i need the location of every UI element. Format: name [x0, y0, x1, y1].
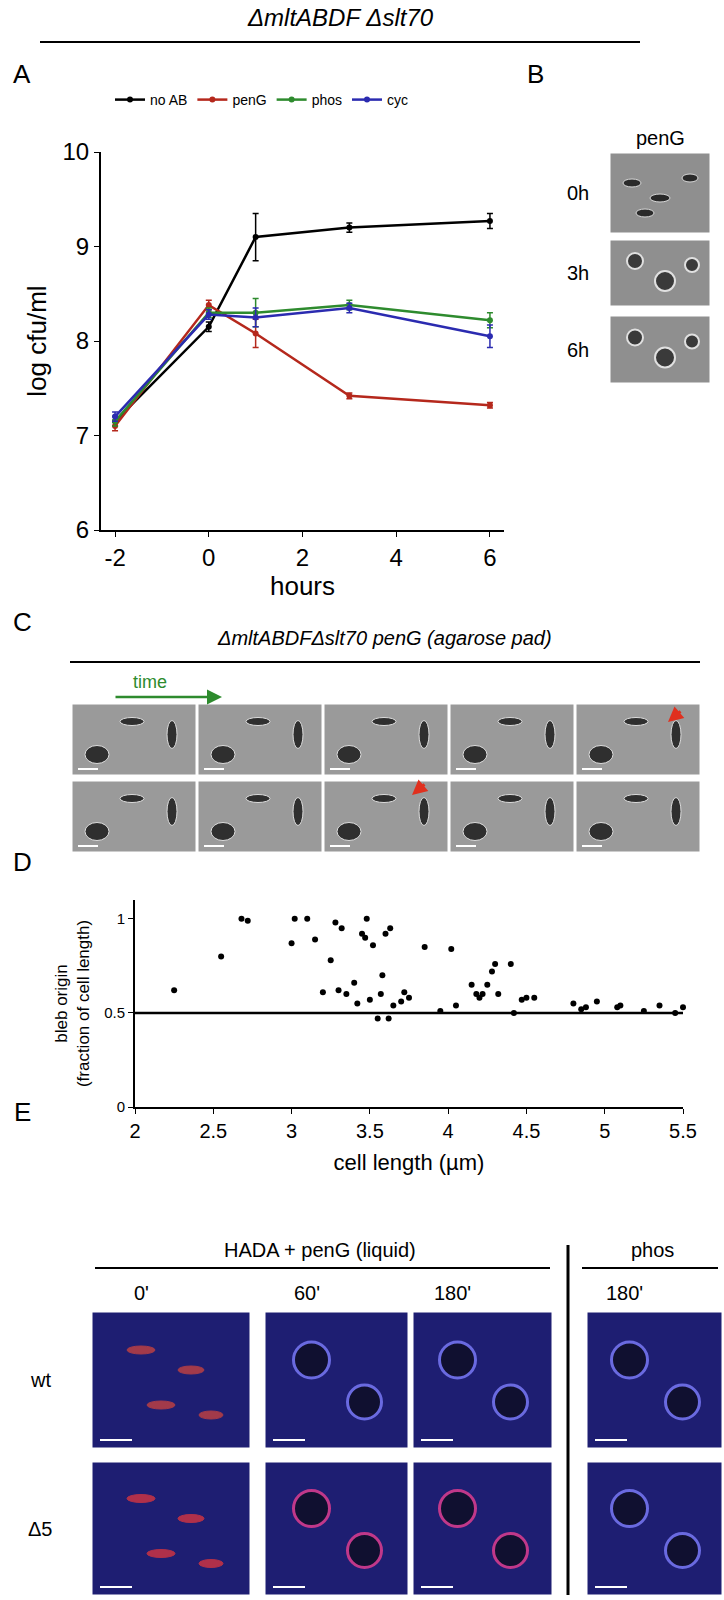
svg-text:phos: phos — [312, 92, 342, 108]
svg-text:D: D — [13, 847, 32, 877]
svg-text:E: E — [14, 1097, 31, 1127]
svg-text:B: B — [527, 59, 544, 89]
svg-text:6h: 6h — [567, 339, 589, 361]
svg-text:9: 9 — [76, 233, 89, 260]
svg-text:2: 2 — [129, 1120, 140, 1142]
svg-text:0.5: 0.5 — [104, 1004, 125, 1021]
svg-text:3: 3 — [286, 1120, 297, 1142]
svg-text:no AB: no AB — [150, 92, 187, 108]
svg-text:2: 2 — [296, 544, 309, 571]
svg-text:10: 10 — [62, 138, 89, 165]
svg-text:4.5: 4.5 — [513, 1120, 541, 1142]
svg-text:180': 180' — [606, 1282, 643, 1304]
svg-text:8: 8 — [76, 327, 89, 354]
svg-text:1: 1 — [117, 910, 125, 927]
svg-text:phos: phos — [631, 1239, 674, 1261]
svg-text:3h: 3h — [567, 262, 589, 284]
svg-text:6: 6 — [76, 516, 89, 543]
svg-text:0': 0' — [134, 1282, 149, 1304]
svg-text:Δ5: Δ5 — [28, 1518, 52, 1540]
svg-text:time: time — [133, 672, 167, 692]
svg-text:0h: 0h — [567, 182, 589, 204]
svg-text:0: 0 — [202, 544, 215, 571]
svg-text:5: 5 — [599, 1120, 610, 1142]
svg-text:0: 0 — [117, 1098, 125, 1115]
svg-text:2.5: 2.5 — [199, 1120, 227, 1142]
svg-text:180': 180' — [434, 1282, 471, 1304]
svg-text:6: 6 — [483, 544, 496, 571]
svg-text:3.5: 3.5 — [356, 1120, 384, 1142]
svg-text:A: A — [13, 59, 31, 89]
svg-text:60': 60' — [294, 1282, 320, 1304]
svg-text:HADA + penG (liquid): HADA + penG (liquid) — [224, 1239, 416, 1261]
svg-text:5.5: 5.5 — [669, 1120, 697, 1142]
svg-text:hours: hours — [270, 571, 335, 601]
svg-text:-2: -2 — [104, 544, 125, 571]
svg-text:7: 7 — [76, 422, 89, 449]
svg-text:cyc: cyc — [387, 92, 408, 108]
svg-text:bleb origin(fraction of cell l: bleb origin(fraction of cell length) — [52, 920, 93, 1087]
svg-text:penG: penG — [636, 127, 685, 149]
svg-text:penG: penG — [232, 92, 266, 108]
svg-text:4: 4 — [390, 544, 403, 571]
svg-text:C: C — [13, 607, 32, 637]
svg-text:wt: wt — [30, 1369, 51, 1391]
svg-text:4: 4 — [443, 1120, 454, 1142]
svg-text:ΔmltABDFΔslt70 penG (agarose p: ΔmltABDFΔslt70 penG (agarose pad) — [217, 627, 552, 649]
svg-text:log cfu/ml: log cfu/ml — [22, 285, 52, 396]
svg-text:ΔmltABDF Δslt70: ΔmltABDF Δslt70 — [247, 4, 434, 31]
svg-text:cell length (µm): cell length (µm) — [334, 1150, 485, 1175]
